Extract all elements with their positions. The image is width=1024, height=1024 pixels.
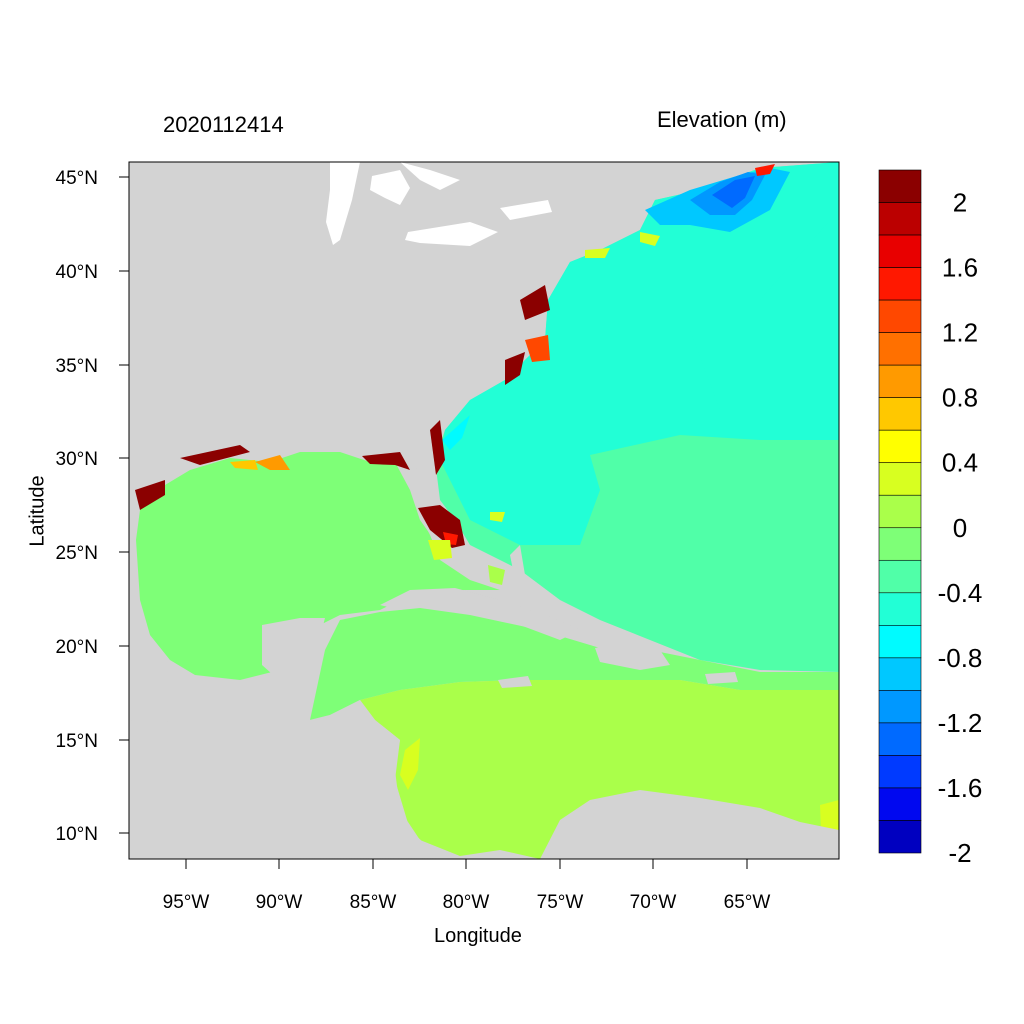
- colorbar-swatch: [878, 299, 922, 333]
- georgia-bight-low: [442, 415, 470, 450]
- lon-tick-label: 85°W: [350, 892, 397, 913]
- plot-date-title: 2020112414: [163, 112, 284, 137]
- lat-tick-label: 40°N: [56, 262, 98, 283]
- lat-tick-label: 25°N: [56, 543, 98, 564]
- lon-tick-label: 70°W: [630, 892, 677, 913]
- lon-tick-label: 90°W: [256, 892, 303, 913]
- east-shelf-water: [690, 210, 839, 440]
- map-area: [129, 162, 839, 859]
- gulf-of-mexico-water: [136, 452, 500, 680]
- lon-tick-label: 75°W: [537, 892, 584, 913]
- northern-atlantic-water: [440, 162, 839, 545]
- lat-tick-label: 35°N: [56, 356, 98, 377]
- colorbar-swatch: [878, 169, 922, 203]
- caribbean-yellow-patch: [400, 738, 420, 790]
- yucatan-land: [262, 618, 325, 700]
- jamaica-land: [498, 676, 532, 688]
- cuba-land: [380, 588, 580, 640]
- colorbar-label: 0: [953, 513, 967, 543]
- colorbar-label: 0.4: [942, 448, 978, 478]
- colorbar-swatch: [878, 755, 922, 789]
- plot-frame: [128, 161, 840, 860]
- bahamas-land: [510, 545, 525, 580]
- colorbar-swatch: [878, 787, 922, 821]
- colorbar-swatch: [878, 462, 922, 496]
- colorbar-swatch: [878, 202, 922, 236]
- colorbar-swatch: [878, 364, 922, 398]
- lat-tick-label: 30°N: [56, 449, 98, 470]
- colorbar-label: -1.2: [938, 708, 983, 738]
- colorbar-swatch: [878, 429, 922, 464]
- colorbar-swatch: [878, 267, 922, 301]
- south-america-land: [540, 790, 839, 859]
- landmasses: [129, 462, 839, 859]
- gulf-of-maine-deep: [712, 176, 755, 208]
- colorbar: 2 1.6 1.2 0.8 0.4 0 -0.4 -0.8 -1.2 -1.6 -2: [878, 169, 983, 868]
- lat-tick-label: 10°N: [56, 824, 98, 845]
- colorbar-label: 2: [953, 188, 967, 218]
- colorbar-label: 1.2: [942, 318, 978, 348]
- lat-tick-label: 15°N: [56, 731, 98, 752]
- lon-tick-label: 95°W: [163, 892, 210, 913]
- colorbar-label: 0.8: [942, 383, 978, 413]
- longitude-ticks: 95°W 90°W 85°W 80°W 75°W 70°W 65°W: [163, 859, 771, 913]
- colorbar-label: -0.4: [938, 578, 983, 608]
- great-lakes: [326, 162, 552, 246]
- colorbar-swatch: [878, 494, 922, 529]
- colorbar-swatch: [878, 625, 922, 659]
- colorbar-swatch: [878, 820, 922, 854]
- puerto-rico-land: [705, 672, 738, 684]
- hispaniola-land: [595, 642, 670, 670]
- colorbar-swatch: [878, 592, 922, 626]
- colorbar-swatch: [878, 332, 922, 366]
- lon-tick-label: 80°W: [443, 892, 490, 913]
- colorbar-swatch: [878, 722, 922, 756]
- colorbar-swatch: [878, 559, 922, 594]
- central-america-land: [129, 690, 440, 859]
- colorbar-label: -2: [948, 838, 971, 868]
- coastal-surge: [135, 164, 775, 585]
- colorbar-swatch: [878, 657, 922, 691]
- lat-tick-label: 20°N: [56, 637, 98, 658]
- caribbean-north-water: [310, 608, 839, 720]
- colorbar-swatch: [878, 234, 922, 268]
- latitude-ticks: 45°N 40°N 35°N 30°N 25°N 20°N 15°N 10°N: [56, 168, 129, 845]
- colorbar-swatch: [878, 527, 922, 561]
- variable-title: Elevation (m): [657, 107, 787, 132]
- x-axis-label: Longitude: [434, 925, 522, 947]
- colorbar-swatch: [878, 690, 922, 724]
- colorbar-label: 1.6: [942, 253, 978, 283]
- colorbar-label: -1.6: [938, 773, 983, 803]
- lat-tick-label: 45°N: [56, 168, 98, 189]
- lon-tick-label: 65°W: [724, 892, 771, 913]
- colorbar-label: -0.8: [938, 643, 983, 673]
- colorbar-swatch: [878, 397, 922, 431]
